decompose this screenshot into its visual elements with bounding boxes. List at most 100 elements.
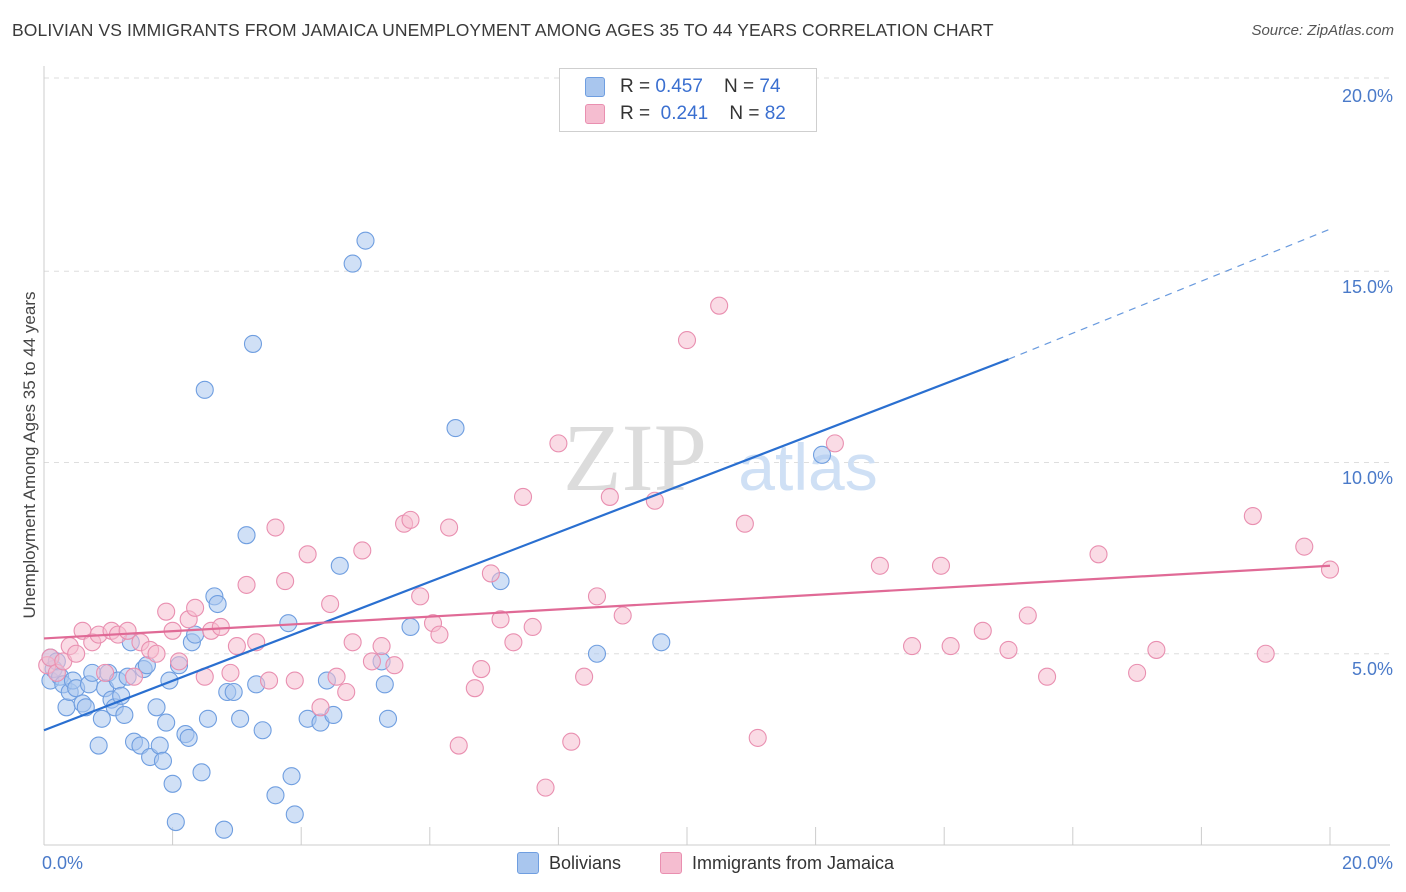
data-point: [1089, 545, 1108, 564]
data-point: [214, 820, 234, 839]
data-point: [536, 778, 555, 797]
data-point: [562, 732, 581, 751]
data-point: [472, 659, 491, 679]
data-point: [153, 751, 173, 770]
data-point: [337, 682, 356, 702]
chart-title: BOLIVIAN VS IMMIGRANTS FROM JAMAICA UNEM…: [12, 20, 994, 40]
data-point: [224, 682, 243, 702]
data-point: [446, 419, 465, 438]
data-point: [298, 545, 317, 564]
data-point: [1243, 506, 1262, 526]
data-point: [259, 671, 279, 690]
data-point: [276, 572, 295, 591]
data-point: [96, 663, 115, 682]
data-point: [311, 698, 330, 717]
data-point: [124, 667, 144, 686]
data-point: [1128, 663, 1147, 682]
data-point: [282, 767, 301, 786]
data-point: [575, 667, 594, 686]
data-point: [440, 518, 459, 537]
data-point: [243, 334, 263, 353]
trend-line-jamaica: [43, 564, 1331, 640]
data-point: [266, 786, 285, 805]
data-point: [208, 594, 227, 614]
legend-r-value: 0.241: [660, 103, 709, 124]
data-point: [677, 331, 697, 350]
data-point: [385, 656, 404, 675]
data-point: [343, 254, 362, 273]
data-point: [481, 564, 500, 583]
legend-swatch: [517, 852, 539, 874]
data-point: [356, 231, 375, 250]
data-point: [198, 709, 218, 728]
axes: [43, 66, 1390, 846]
watermark-atlas: atlas: [738, 430, 877, 504]
data-point: [999, 640, 1018, 659]
data-point: [285, 805, 304, 824]
data-point: [221, 663, 240, 682]
data-point: [353, 541, 372, 560]
data-point: [735, 514, 754, 533]
data-point: [587, 644, 607, 663]
source-credit: Source: ZipAtlas.com: [1251, 22, 1394, 39]
series-jamaica: [38, 296, 1340, 797]
series-bolivians: [41, 231, 832, 839]
data-point: [195, 380, 214, 399]
data-point: [411, 587, 430, 606]
data-point: [147, 644, 166, 663]
data-point: [600, 487, 619, 506]
stats-legend: R = 0.457 N = 74 R = 0.241 N = 82: [559, 68, 817, 132]
data-point: [327, 667, 346, 686]
data-point: [67, 644, 86, 663]
data-point: [1018, 606, 1037, 625]
data-point: [1320, 560, 1340, 579]
data-point: [491, 610, 510, 629]
data-point: [89, 736, 108, 755]
data-point: [931, 556, 951, 575]
data-point: [192, 763, 211, 782]
data-point: [343, 633, 362, 652]
data-point: [147, 698, 166, 717]
data-point: [825, 434, 844, 453]
data-point: [92, 709, 111, 728]
legend-item-jamaica: Immigrants from Jamaica: [660, 852, 894, 874]
data-point: [211, 617, 230, 637]
data-point: [186, 598, 205, 617]
data-point: [1295, 537, 1314, 556]
data-point: [513, 487, 533, 506]
y-tick-label-15: 15.0%: [1341, 277, 1393, 297]
data-point: [279, 614, 298, 633]
data-point: [157, 602, 176, 621]
data-point: [401, 510, 420, 529]
data-point: [902, 637, 922, 656]
legend-item-bolivians: Bolivians: [517, 852, 621, 874]
data-point: [231, 709, 250, 728]
data-points: [38, 231, 1340, 839]
y-tick-label-10: 10.0%: [1341, 468, 1393, 488]
legend-r-value: 0.457: [655, 76, 703, 97]
data-point: [870, 556, 889, 575]
trend-line-extension: [1008, 228, 1331, 360]
y-tick-label-5: 5.0%: [1351, 659, 1393, 679]
data-point: [237, 575, 256, 594]
data-point: [179, 728, 198, 747]
data-point: [449, 736, 468, 755]
data-point: [253, 721, 272, 740]
data-point: [710, 296, 729, 315]
watermark-zip: ZIP: [563, 404, 707, 511]
data-point: [1256, 644, 1275, 663]
legend-row-jamaica: R = 0.241 N = 82: [585, 102, 786, 126]
legend-row-bolivians: R = 0.457 N = 74: [585, 75, 781, 99]
legend-swatch-bolivians: [585, 77, 605, 97]
data-point: [1147, 640, 1166, 659]
data-point: [430, 625, 449, 644]
data-point: [166, 812, 185, 832]
data-point: [652, 633, 671, 652]
legend-n-value: 74: [759, 76, 781, 97]
data-point: [401, 617, 420, 637]
data-point: [157, 713, 176, 732]
data-point: [465, 679, 484, 698]
data-point: [1038, 667, 1057, 686]
x-tick-label-min: 0.0%: [42, 853, 84, 873]
